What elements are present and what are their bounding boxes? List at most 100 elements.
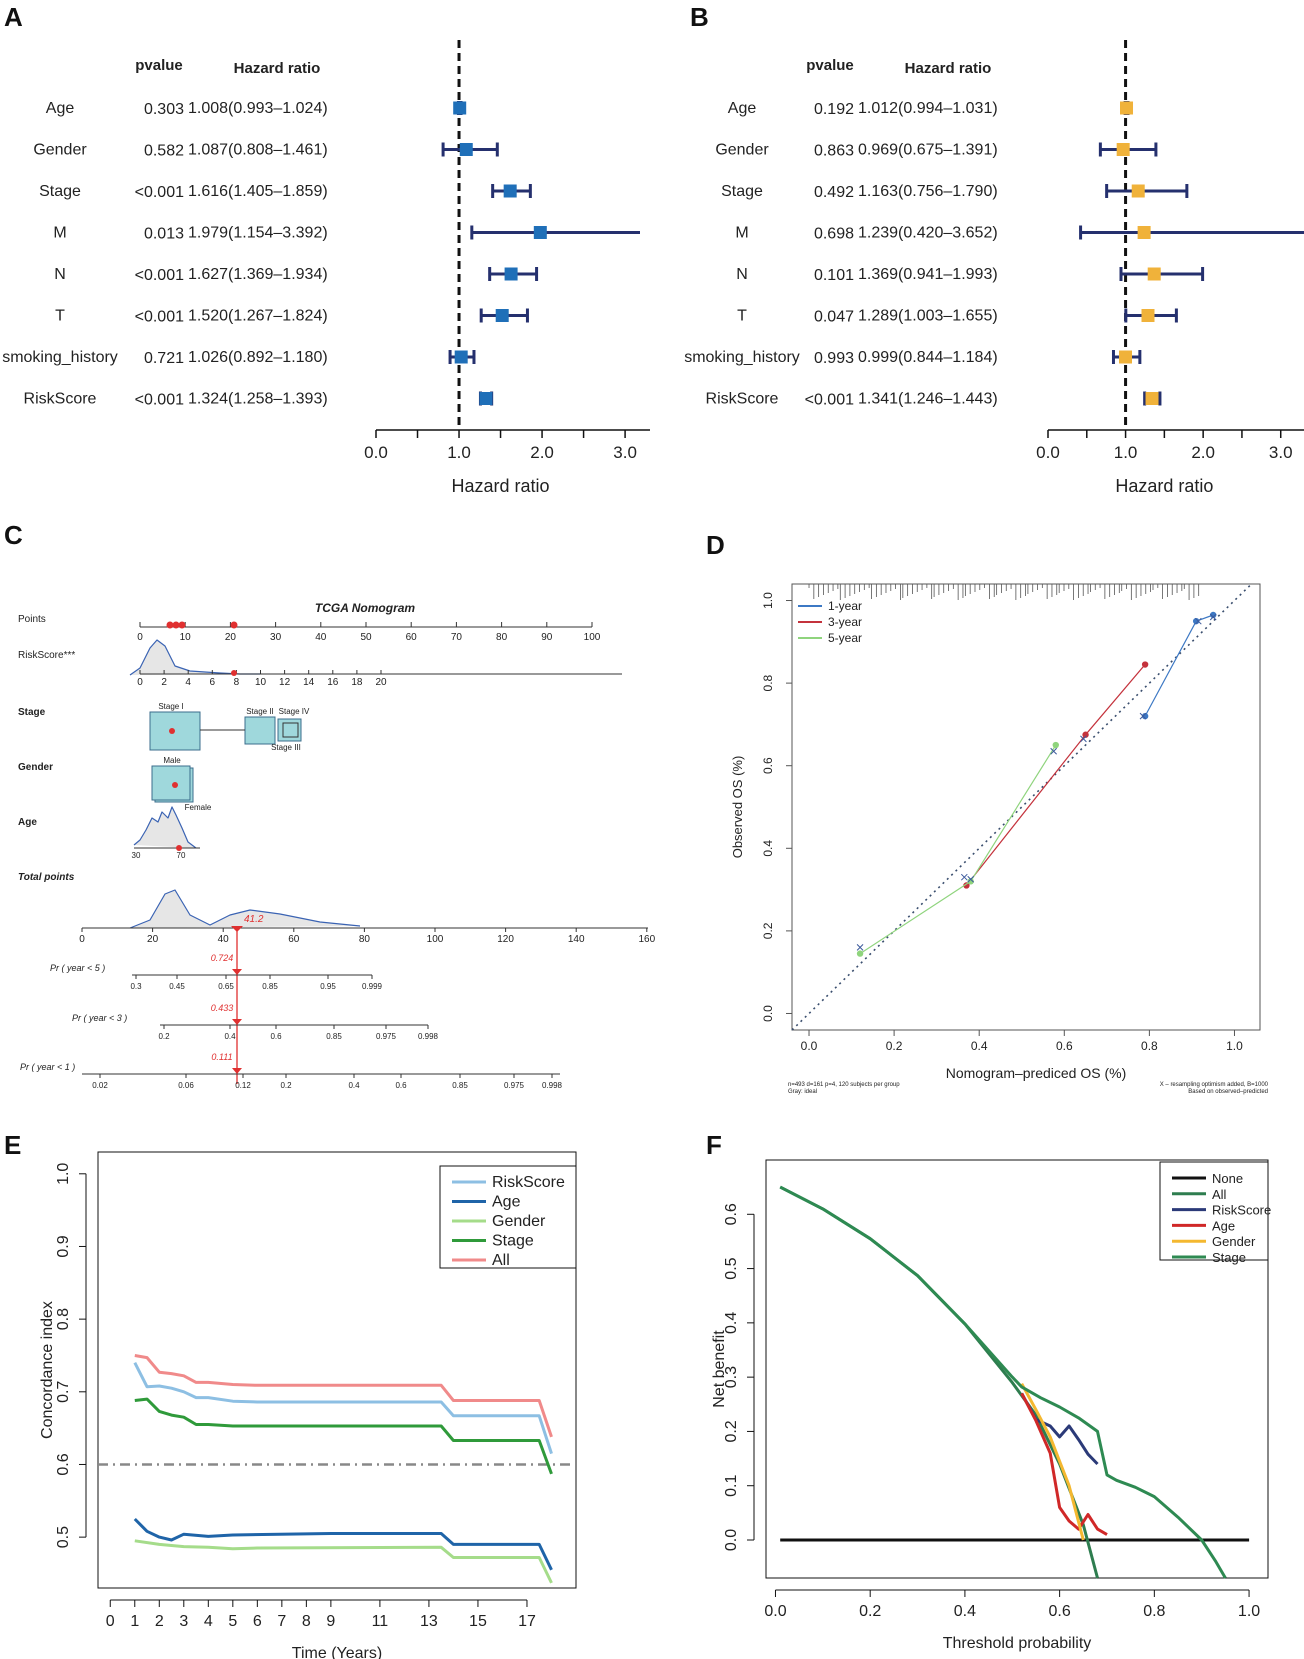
row-label-smoking_history: smoking_history xyxy=(2,349,118,366)
panel-c-nomogram: TCGA Nomogram Points 0 10 20 30 40 50 60 70 80 90 10… xyxy=(0,560,680,1100)
gender-label-male: Male xyxy=(163,756,181,765)
pr5-tick-label: 0.65 xyxy=(218,982,234,991)
resample-cross xyxy=(967,875,975,883)
pr1-label: Pr ( year < 1 ) xyxy=(20,1062,75,1072)
hr-point xyxy=(504,267,518,281)
nomogram-title: TCGA Nomogram xyxy=(315,601,416,615)
points-tick-label: 0 xyxy=(137,632,143,643)
pr3-tick-label: 0.4 xyxy=(224,1032,236,1041)
row-label-t: T xyxy=(55,308,65,325)
x-tick-label: 0.8 xyxy=(1143,1603,1165,1620)
point-1-year xyxy=(1141,712,1149,720)
hr-point xyxy=(453,101,467,115)
pr1-tick-label: 0.4 xyxy=(348,1081,360,1090)
plot-frame xyxy=(791,583,1261,1031)
row-pvalue: 0.582 xyxy=(144,143,184,160)
row-riskscore-label: RiskScore*** xyxy=(18,650,75,661)
x-tick-label: 2.0 xyxy=(1191,443,1215,462)
series-1-year xyxy=(1144,614,1214,717)
row-hr-text: 1.289(1.003–1.655) xyxy=(858,308,998,325)
row-pvalue: 0.013 xyxy=(144,226,184,243)
row-hr-text: 1.008(0.993–1.024) xyxy=(188,100,328,117)
x-tick-label: 0.6 xyxy=(1048,1603,1070,1620)
riskscore-density xyxy=(129,639,260,676)
x-tick-label: 0.6 xyxy=(1056,1039,1073,1053)
x-tick-label: 0.2 xyxy=(859,1603,881,1620)
points-marker xyxy=(166,621,174,629)
pr1-tick-label: 0.6 xyxy=(395,1081,407,1090)
y-tick-label: 0.8 xyxy=(761,674,775,691)
pr3-tick-label: 0.6 xyxy=(270,1032,282,1041)
panel-f-decision-curve: 0.0 0.2 0.4 0.6 0.8 1.0 0.0 0.1 0.2 0.3 0.4 0.5 0.6 T… xyxy=(676,1140,1304,1659)
y-tick-label: 0.0 xyxy=(723,1529,740,1551)
row-pvalue: 0.303 xyxy=(144,101,184,118)
legend-label-age: Age xyxy=(1212,1218,1235,1233)
y-axis-title: Concordance index xyxy=(39,1301,56,1439)
pr5-value: 0.724 xyxy=(211,953,234,963)
pvalue-header: pvalue xyxy=(135,57,183,74)
y-tick-label: 0.4 xyxy=(761,840,775,857)
total-tick-label: 100 xyxy=(427,934,444,945)
hr-point xyxy=(1116,143,1130,156)
y-tick-label: 0.3 xyxy=(723,1366,740,1388)
x-tick-label: 2 xyxy=(155,1613,164,1630)
total-density xyxy=(129,889,361,929)
y-tick-label: 1.0 xyxy=(55,1163,72,1185)
riskscore-marker xyxy=(231,670,237,676)
row-hr-text: 1.369(0.941–1.993) xyxy=(858,266,998,283)
y-tick-label: 0.6 xyxy=(55,1453,72,1475)
riskscore-tick-label: 14 xyxy=(303,677,315,688)
point-3-year xyxy=(963,882,970,889)
x-tick-label: 9 xyxy=(326,1613,335,1630)
row-hr-text: 1.087(0.808–1.461) xyxy=(188,142,328,159)
forest-plot-b-svg: pvalue Hazard ratio Age 0.192 1.012(0.994–1.… xyxy=(684,40,1304,496)
row-pvalue: 0.047 xyxy=(814,309,854,326)
gender-label-female: Female xyxy=(185,803,212,812)
pr3-tick-label: 0.2 xyxy=(158,1032,170,1041)
row-pvalue: 0.993 xyxy=(814,350,854,367)
point-5-year xyxy=(856,950,864,957)
x-tick-label: 0.2 xyxy=(886,1039,903,1053)
row-pvalue: <0.001 xyxy=(805,392,854,409)
note-left: n=493 d=161 p=4, 120 subjects per group xyxy=(788,1082,900,1088)
x-tick-label: 17 xyxy=(518,1613,536,1630)
pr1-tick-label: 0.02 xyxy=(92,1081,108,1090)
point-3-year xyxy=(1082,731,1089,738)
row-hr-text: 1.520(1.267–1.824) xyxy=(188,308,328,325)
x-tick-label: 0.4 xyxy=(954,1603,976,1620)
stage-box-iii xyxy=(282,722,299,738)
row-hr-text: 1.341(1.246–1.443) xyxy=(858,391,998,408)
hr-point xyxy=(454,350,468,364)
pr5-tick-label: 0.999 xyxy=(362,982,383,991)
row-label-m: M xyxy=(53,225,66,242)
riskscore-tick-label: 8 xyxy=(234,677,240,688)
pr1-tick-label: 0.975 xyxy=(504,1081,525,1090)
points-tick-label: 20 xyxy=(225,632,237,643)
row-hr-text: 1.616(1.405–1.859) xyxy=(188,183,328,200)
points-tick-label: 50 xyxy=(360,632,372,643)
riskscore-tick-label: 16 xyxy=(327,677,339,688)
row-points-label: Points xyxy=(18,614,46,625)
pr3-value: 0.433 xyxy=(211,1003,234,1013)
legend-label-riskscore: RiskScore xyxy=(1212,1203,1271,1218)
row-pvalue: 0.721 xyxy=(144,350,184,367)
concordance-svg: 0 1 2 3 4 5 6 7 8 9 11 13 15 17 0.5 0.6 0.7 0.8 0.9 1.0 Time… xyxy=(39,1151,577,1659)
y-tick-label: 0.5 xyxy=(723,1257,740,1279)
point-5-year xyxy=(1052,741,1059,749)
series-stage xyxy=(779,1185,1227,1579)
riskscore-tick-label: 2 xyxy=(161,677,167,688)
series-riskscore xyxy=(1020,1392,1099,1466)
series-age xyxy=(1020,1392,1108,1536)
x-tick-label: 7 xyxy=(277,1613,286,1630)
y-tick-label: 0.2 xyxy=(723,1420,740,1442)
riskscore-tick-label: 0 xyxy=(137,677,143,688)
stage-label-i: Stage I xyxy=(158,702,183,711)
row-stage-label: Stage xyxy=(18,707,46,718)
row-pvalue: 0.863 xyxy=(814,143,854,160)
pr1-tick-label: 0.12 xyxy=(235,1081,251,1090)
x-tick-label: 8 xyxy=(302,1613,311,1630)
y-tick-label: 0.8 xyxy=(55,1308,72,1330)
riskscore-tick-label: 4 xyxy=(185,677,191,688)
note-left-2: Gray: ideal xyxy=(788,1089,817,1095)
